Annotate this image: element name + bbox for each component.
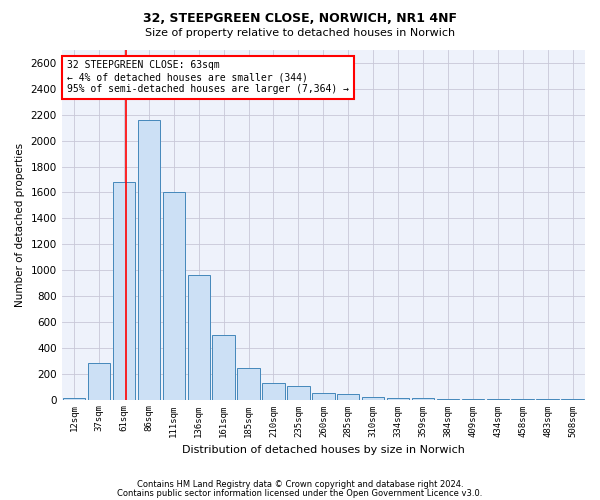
Bar bbox=[137, 120, 160, 400]
Bar bbox=[461, 398, 484, 400]
Bar bbox=[287, 386, 310, 400]
Bar bbox=[337, 394, 359, 400]
Bar bbox=[63, 398, 85, 400]
Bar bbox=[487, 399, 509, 400]
Bar bbox=[362, 397, 385, 400]
X-axis label: Distribution of detached houses by size in Norwich: Distribution of detached houses by size … bbox=[182, 445, 465, 455]
Bar bbox=[312, 393, 335, 400]
Bar bbox=[163, 192, 185, 400]
Bar bbox=[262, 382, 285, 400]
Bar bbox=[88, 364, 110, 400]
Bar bbox=[188, 276, 210, 400]
Text: Size of property relative to detached houses in Norwich: Size of property relative to detached ho… bbox=[145, 28, 455, 38]
Text: Contains public sector information licensed under the Open Government Licence v3: Contains public sector information licen… bbox=[118, 489, 482, 498]
Bar bbox=[412, 398, 434, 400]
Bar bbox=[113, 182, 135, 400]
Bar bbox=[511, 399, 534, 400]
Text: Contains HM Land Registry data © Crown copyright and database right 2024.: Contains HM Land Registry data © Crown c… bbox=[137, 480, 463, 489]
Text: 32, STEEPGREEN CLOSE, NORWICH, NR1 4NF: 32, STEEPGREEN CLOSE, NORWICH, NR1 4NF bbox=[143, 12, 457, 26]
Y-axis label: Number of detached properties: Number of detached properties bbox=[15, 142, 25, 307]
Bar bbox=[536, 399, 559, 400]
Bar bbox=[238, 368, 260, 400]
Bar bbox=[212, 335, 235, 400]
Text: 32 STEEPGREEN CLOSE: 63sqm
← 4% of detached houses are smaller (344)
95% of semi: 32 STEEPGREEN CLOSE: 63sqm ← 4% of detac… bbox=[67, 60, 349, 94]
Bar bbox=[387, 398, 409, 400]
Bar bbox=[562, 398, 584, 400]
Bar bbox=[437, 398, 459, 400]
